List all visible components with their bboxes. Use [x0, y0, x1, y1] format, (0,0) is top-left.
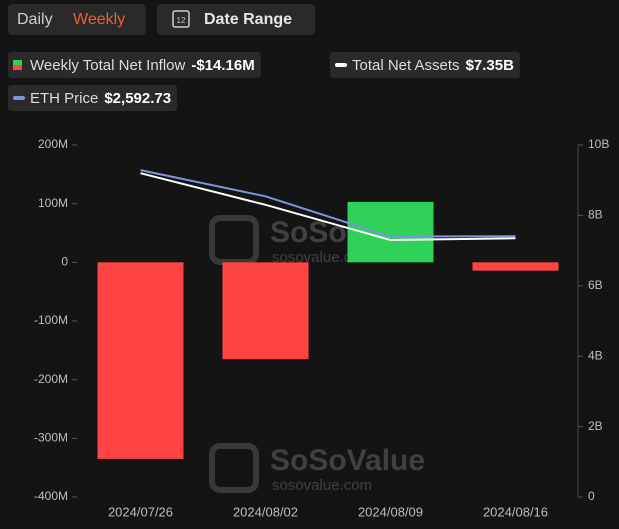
- y2-tick-label: 0: [588, 489, 595, 503]
- date-range-button[interactable]: [157, 4, 315, 35]
- calendar-icon-text: 12: [177, 16, 186, 25]
- y2-tick-label: 10B: [588, 137, 609, 151]
- watermark-site: sosovalue.com: [272, 249, 372, 266]
- legend-item[interactable]: [8, 52, 261, 78]
- legend-name: ETH Price: [30, 90, 98, 107]
- legend-swatch: [13, 60, 22, 65]
- legend-swatch: [335, 63, 347, 67]
- y-tick-label: -200M: [34, 372, 68, 386]
- legend-item[interactable]: [8, 85, 178, 111]
- y2-tick-label: 8B: [588, 208, 603, 222]
- y-tick-label: 200M: [38, 137, 68, 151]
- x-tick-label: 2024/07/26: [108, 504, 173, 519]
- legend-value: -$14.16M: [191, 57, 254, 74]
- watermark-site: sosovalue.com: [272, 477, 372, 494]
- y-tick-label: -100M: [34, 313, 68, 327]
- y2-tick-label: 4B: [588, 348, 603, 362]
- legend: Weekly Total Net Inflow -$14.16M Total Net…: [8, 52, 520, 111]
- tab-group: [8, 4, 146, 35]
- y-tick-label: 0: [61, 255, 68, 269]
- legend-value: $2,592.73: [104, 90, 171, 107]
- watermark-brand: SoSoValue: [270, 444, 425, 477]
- x-tick-label: 2024/08/09: [358, 504, 423, 519]
- y2-tick-label: 6B: [588, 278, 603, 292]
- watermark-logo: [209, 215, 259, 265]
- legend-swatch: [13, 96, 25, 100]
- y-tick-label: 100M: [38, 196, 68, 210]
- y-tick-label: -300M: [34, 431, 68, 445]
- bar: [472, 262, 559, 271]
- bar: [222, 262, 309, 360]
- legend-name: Weekly Total Net Inflow: [30, 57, 186, 74]
- bar: [97, 262, 184, 459]
- legend-value: $7.35B: [466, 57, 515, 74]
- legend-swatch: [13, 65, 22, 70]
- y2-tick-label: 2B: [588, 419, 603, 433]
- date-range-label[interactable]: Date Range: [204, 11, 292, 28]
- line: [140, 172, 516, 242]
- legend-item[interactable]: [330, 52, 520, 78]
- legend-name: Total Net Assets: [352, 57, 460, 74]
- tab[interactable]: Daily: [17, 11, 53, 28]
- watermark-logo: [209, 443, 259, 493]
- calendar-icon: [172, 10, 190, 28]
- line: [140, 169, 516, 238]
- x-tick-label: 2024/08/02: [233, 504, 298, 519]
- y-tick-label: -400M: [34, 489, 68, 503]
- x-tick-label: 2024/08/16: [483, 504, 548, 519]
- tab[interactable]: Weekly: [73, 11, 125, 28]
